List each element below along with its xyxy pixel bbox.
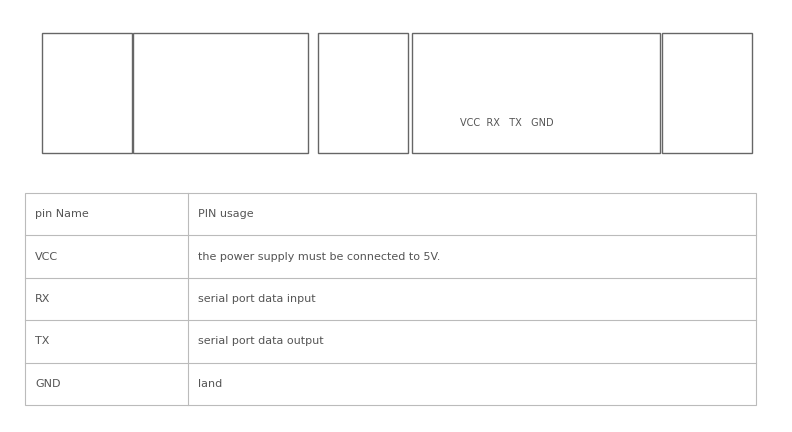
Text: the power supply must be connected to 5V.: the power supply must be connected to 5V… xyxy=(198,251,440,262)
Text: pin Name: pin Name xyxy=(35,209,89,219)
Text: GND: GND xyxy=(35,379,60,389)
Text: serial port data input: serial port data input xyxy=(198,294,316,304)
Text: serial port data output: serial port data output xyxy=(198,337,324,346)
Bar xyxy=(42,33,132,153)
Text: VCC: VCC xyxy=(35,251,58,262)
Text: RX: RX xyxy=(35,294,51,304)
Text: PIN usage: PIN usage xyxy=(198,209,253,219)
Bar xyxy=(133,33,308,153)
Bar xyxy=(318,33,408,153)
Bar xyxy=(25,193,756,405)
Bar xyxy=(412,33,660,153)
Text: TX: TX xyxy=(35,337,49,346)
Text: VCC  RX   TX   GND: VCC RX TX GND xyxy=(460,118,554,128)
Bar xyxy=(662,33,752,153)
Text: land: land xyxy=(198,379,223,389)
